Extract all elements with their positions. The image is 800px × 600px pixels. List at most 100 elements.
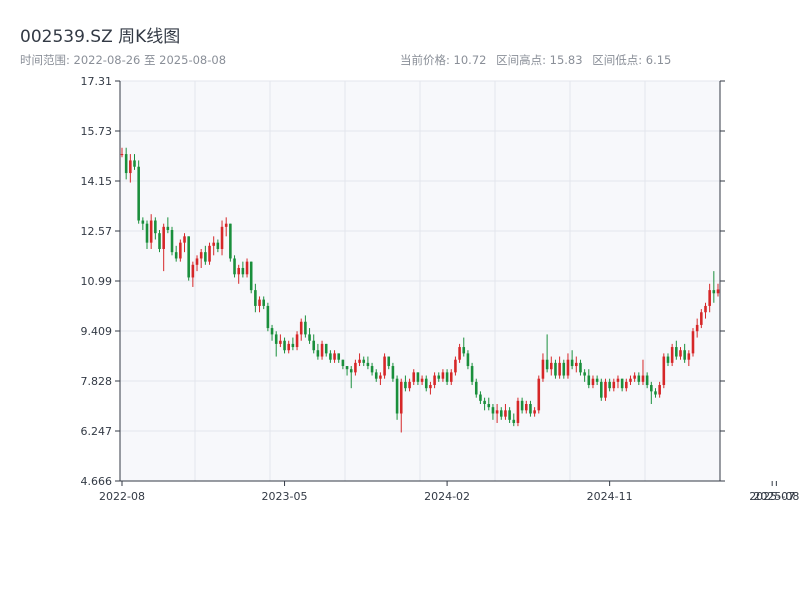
candle-body — [395, 378, 399, 414]
x-axis-ticks: 2022-08 2023-05 2024-02 2024-11 2025-072025-… — [99, 481, 799, 503]
candle — [524, 400, 528, 414]
candle-body — [491, 407, 495, 414]
candle — [462, 337, 466, 357]
candle — [183, 233, 186, 253]
candle-body — [487, 403, 491, 408]
candle — [504, 403, 507, 420]
candle — [445, 369, 449, 386]
candle — [712, 271, 716, 303]
candle-body — [170, 230, 174, 253]
candle-body — [549, 362, 553, 370]
candle — [529, 400, 532, 417]
candle — [716, 283, 720, 297]
candle-body — [424, 378, 428, 389]
candle-body — [166, 226, 170, 231]
candle — [566, 353, 570, 379]
candle — [429, 381, 432, 395]
candle-body — [474, 381, 478, 395]
candle-body — [245, 261, 249, 275]
y-tick-label: 7.828 — [81, 375, 113, 388]
candle-body — [566, 359, 570, 376]
candle — [374, 369, 378, 382]
candle — [387, 356, 391, 370]
candle — [220, 220, 224, 256]
x-tick-label: 2025-07 — [749, 490, 795, 503]
candle-body — [679, 350, 682, 357]
candle-body — [704, 305, 707, 313]
candle — [650, 381, 653, 404]
candle-body — [241, 267, 245, 275]
candle-body — [408, 381, 411, 389]
candle-body — [254, 290, 257, 306]
candle-body — [341, 359, 345, 367]
candle — [362, 356, 366, 367]
candle — [299, 318, 303, 341]
candle — [575, 356, 578, 373]
candle — [208, 242, 211, 265]
candle-body — [454, 359, 457, 373]
candle — [625, 378, 628, 392]
candle-body — [370, 366, 374, 373]
candle-body — [441, 372, 445, 379]
candle — [491, 403, 495, 420]
candle-body — [266, 305, 270, 329]
y-tick-label: 10.99 — [81, 275, 113, 288]
candle — [695, 318, 699, 338]
candle-body — [187, 236, 190, 278]
candle — [304, 315, 307, 338]
candle-body — [583, 372, 586, 376]
candle-body — [537, 378, 541, 411]
candle — [658, 381, 661, 398]
candle — [395, 375, 399, 420]
candle — [416, 372, 420, 386]
candle-body — [233, 258, 236, 275]
candle-body — [320, 343, 324, 357]
candle-body — [416, 372, 420, 382]
candle-body — [208, 245, 211, 262]
candle-body — [554, 362, 557, 376]
candle — [604, 378, 607, 401]
candle-body — [600, 381, 603, 398]
candle — [324, 343, 328, 357]
candle-body — [562, 362, 566, 376]
candle — [270, 324, 274, 341]
candle — [379, 372, 382, 386]
candle-body — [670, 347, 674, 363]
candle-body — [183, 236, 186, 243]
candle — [279, 334, 282, 348]
candle — [687, 350, 691, 367]
candle-body — [374, 372, 378, 379]
candle-body — [545, 359, 549, 370]
candle — [308, 328, 311, 344]
candle-body — [229, 223, 232, 259]
candle — [412, 369, 416, 386]
candle-body — [558, 362, 561, 376]
candle — [666, 353, 670, 367]
candle-body — [445, 372, 449, 382]
candle-body — [508, 410, 511, 420]
candle-body — [149, 220, 153, 243]
candle-body — [695, 324, 699, 332]
candle — [204, 245, 207, 265]
candle-body — [524, 403, 528, 411]
candle — [570, 350, 574, 370]
candle — [166, 217, 170, 234]
candle — [637, 372, 641, 386]
candle — [700, 309, 703, 329]
candle-body — [575, 362, 578, 367]
candle — [137, 160, 140, 224]
candle — [645, 372, 649, 389]
candle-body — [133, 160, 136, 167]
candle-body — [312, 340, 316, 351]
candle — [612, 378, 616, 392]
candle — [391, 362, 395, 382]
candle-body — [270, 328, 274, 335]
candle — [433, 372, 436, 389]
candle — [516, 397, 520, 427]
candle-body — [345, 366, 349, 370]
candle-body — [608, 381, 611, 389]
candle — [370, 362, 374, 376]
candle-body — [333, 353, 336, 360]
date-range: 时间范围: 2022-08-26 至 2025-08-08 — [20, 53, 227, 67]
candle — [441, 369, 445, 382]
